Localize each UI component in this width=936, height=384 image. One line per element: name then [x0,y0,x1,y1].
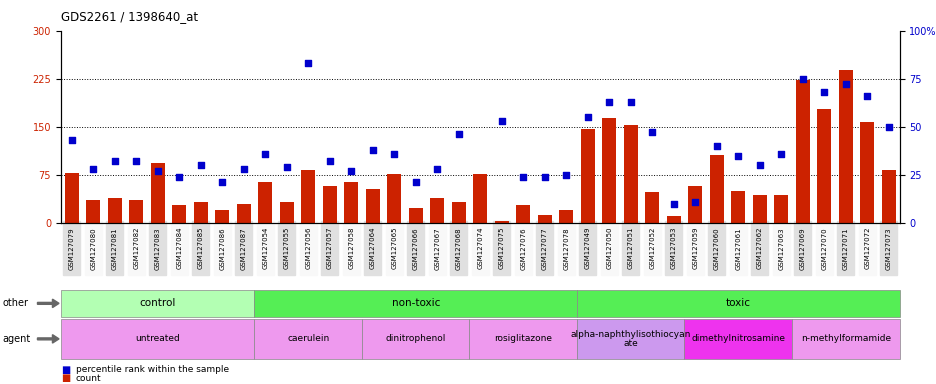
Point [515,174,530,180]
Point [709,143,724,149]
Point [257,151,272,157]
Point [687,199,702,205]
Bar [237,204,251,223]
Text: n-methylformamide: n-methylformamide [800,334,890,343]
Bar [752,195,766,223]
Text: GDS2261 / 1398640_at: GDS2261 / 1398640_at [61,10,197,23]
Bar [451,202,465,223]
Bar [322,185,336,223]
Text: count: count [76,374,101,383]
Point [644,129,659,136]
Text: dinitrophenol: dinitrophenol [385,334,446,343]
Point [752,162,767,168]
Point [665,200,680,207]
Bar [537,215,551,223]
Bar [65,173,79,223]
Point [64,137,79,143]
Point [881,124,896,130]
Bar [194,202,208,223]
Bar [280,202,293,223]
Point [558,172,573,178]
Bar [516,205,530,223]
Point [601,99,616,105]
Point [579,114,594,120]
Bar [730,191,744,223]
Bar [86,200,100,223]
Point [193,162,208,168]
Point [472,12,487,18]
Bar [795,80,809,223]
Point [622,99,637,105]
Bar [258,182,271,223]
Bar [580,129,594,223]
Bar [300,170,314,223]
Point [150,168,165,174]
Bar [881,170,895,223]
Point [344,168,358,174]
Point [365,147,380,153]
Bar [688,185,701,223]
Text: agent: agent [3,334,31,344]
Point [236,166,251,172]
Point [128,158,143,164]
Bar [838,70,852,223]
Bar [645,192,659,223]
Bar [344,182,358,223]
Text: control: control [139,298,176,308]
Text: ■: ■ [61,365,70,375]
Point [838,81,853,88]
Point [816,89,831,95]
Point [859,93,874,99]
Bar [215,210,229,223]
Point [430,166,445,172]
Bar [859,122,873,223]
Text: ■: ■ [61,373,70,383]
Text: rosiglitazone: rosiglitazone [493,334,551,343]
Bar [666,216,680,223]
Bar [430,199,444,223]
Point [730,152,745,159]
Point [536,174,551,180]
Text: percentile rank within the sample: percentile rank within the sample [76,365,228,374]
Point [493,118,508,124]
Bar [172,205,186,223]
Point [214,179,229,185]
Point [773,151,788,157]
Bar [623,125,637,223]
Point [795,76,810,82]
Point [451,131,466,137]
Bar [709,155,723,223]
Text: toxic: toxic [725,298,750,308]
Point [85,166,100,172]
Bar [816,109,830,223]
Bar [387,174,401,223]
Point [322,158,337,164]
Text: other: other [3,298,29,308]
Bar [473,174,487,223]
Bar [773,195,787,223]
Point [387,151,402,157]
Point [171,174,186,180]
Bar [129,200,143,223]
Point [279,164,294,170]
Bar [365,189,379,223]
Bar [559,210,573,223]
Bar [494,221,508,223]
Text: non-toxic: non-toxic [391,298,439,308]
Point [408,179,423,185]
Bar [408,208,422,223]
Text: alpha-naphthylisothiocyan
ate: alpha-naphthylisothiocyan ate [570,329,690,348]
Bar [602,118,616,223]
Text: untreated: untreated [135,334,180,343]
Bar [151,163,165,223]
Point [107,158,122,164]
Text: caerulein: caerulein [286,334,329,343]
Point [300,60,315,66]
Bar [108,199,122,223]
Text: dimethylnitrosamine: dimethylnitrosamine [691,334,784,343]
